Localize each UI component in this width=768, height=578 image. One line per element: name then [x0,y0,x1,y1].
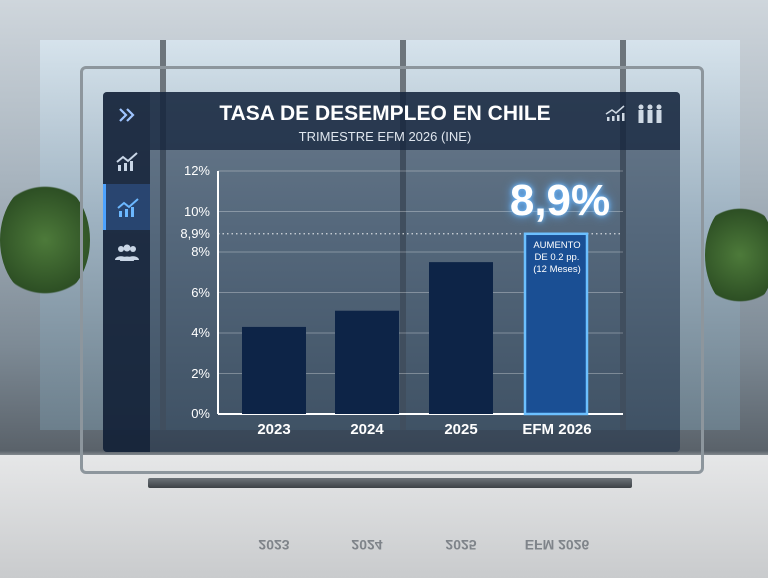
bar-highlight[interactable] [523,232,589,416]
chart-growth-icon[interactable] [604,104,626,122]
y-tick-label: 8% [191,244,210,259]
sidebar-item-people[interactable] [103,230,150,276]
x-label-reflection: EFM 2026 [524,537,590,553]
note-line: (12 Meses) [533,264,581,275]
chart-header: TASA DE DESEMPLEO EN CHILE TRIMESTRE EFM… [150,92,680,150]
bar[interactable] [335,310,399,414]
x-label-reflection: 2023 [258,537,290,553]
chart-subtitle: TRIMESTRE EFM 2026 (INE) [298,129,472,144]
y-tick-label: 2% [191,365,210,381]
x-tick-label: EFM 2026 [522,421,592,438]
chart-title: TASA DE DESEMPLEO EN CHILE [219,102,551,125]
desk [0,455,768,578]
display-frame [80,66,704,474]
highlight-value: 8,9% [509,176,611,225]
line-chart-icon [115,152,138,171]
users-icon [114,244,139,261]
y-tick-label: 10% [183,203,210,219]
note-line: DE 0.2 pp. [534,252,580,263]
plant [0,180,90,300]
line-chart-icon [117,198,139,217]
bar[interactable] [242,326,306,414]
people-icon[interactable] [636,104,664,124]
y-tick-label: 12% [183,163,210,178]
sidebar-item-expand[interactable] [103,92,150,138]
x-tick-label: 2025 [444,421,478,438]
x-label-reflection: 2024 [351,537,383,553]
sidebar-item-chart[interactable] [103,184,150,230]
reference-line-label: 8,9% [180,225,210,241]
y-tick-label: 6% [191,284,210,300]
bar[interactable] [429,262,493,414]
x-tick-label: 2023 [257,421,291,438]
sidebar-item-trends[interactable] [103,138,150,184]
display-stand [148,478,632,488]
x-tick-label: 2024 [350,421,384,438]
y-tick-label: 0% [191,406,210,421]
plant [705,200,768,310]
note-line: AUMENTO [533,240,581,251]
highlight-note: AUMENTO DE 0.2 pp. (12 Meses) [526,240,588,276]
sidebar [103,92,150,452]
y-tick-label: 4% [191,325,210,340]
chevrons-right-icon [118,108,135,122]
x-label-reflection: 2025 [445,537,477,553]
